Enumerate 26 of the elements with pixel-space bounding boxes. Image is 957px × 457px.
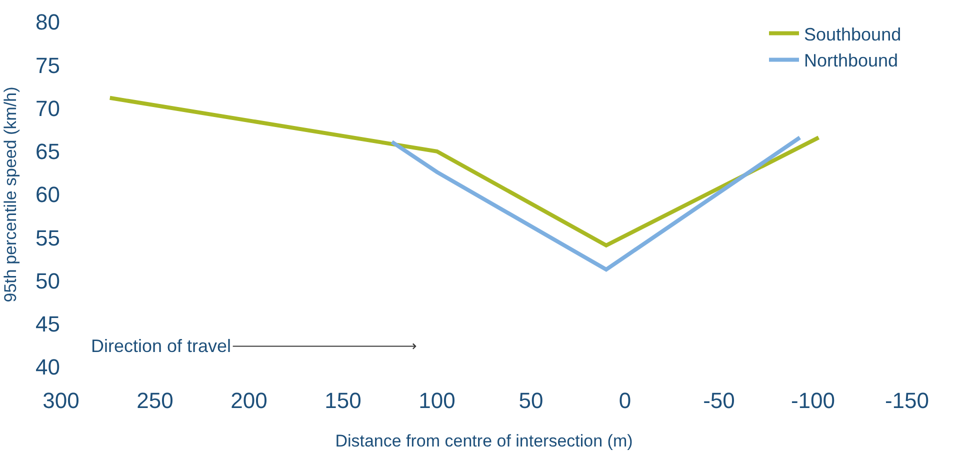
x-tick-label: 300 xyxy=(42,388,80,413)
x-tick-label: 100 xyxy=(418,388,456,413)
annotation: Direction of travel xyxy=(91,336,232,356)
y-tick-label: 50 xyxy=(36,268,60,294)
x-tick-label: 150 xyxy=(324,388,362,413)
x-tick-label: -100 xyxy=(790,388,836,413)
x-tick-label: -150 xyxy=(884,388,930,413)
x-tick-label: -50 xyxy=(703,388,735,413)
x-tick-label: 200 xyxy=(230,388,268,413)
y-tick-label: 70 xyxy=(36,96,60,121)
y-tick-label: 45 xyxy=(36,312,60,337)
y-tick-label: 80 xyxy=(36,10,60,35)
legend-label: Southbound xyxy=(804,24,902,44)
y-tick-label: 55 xyxy=(36,225,60,250)
line-series xyxy=(108,96,821,248)
x-tick-label: 250 xyxy=(136,388,174,413)
x-axis-title: Distance from centre of intersection (m) xyxy=(335,431,633,450)
line-series xyxy=(390,136,802,272)
x-tick-label: 0 xyxy=(618,388,632,413)
y-tick-label: 65 xyxy=(36,139,60,164)
y-tick-label: 60 xyxy=(36,182,60,208)
y-axis-title: 95th percentile speed (km/h) xyxy=(1,86,20,302)
x-tick-label: 50 xyxy=(518,388,544,413)
y-tick-label: 75 xyxy=(36,52,60,78)
legend-label: Northbound xyxy=(804,50,898,71)
y-tick-label: 40 xyxy=(36,354,60,380)
